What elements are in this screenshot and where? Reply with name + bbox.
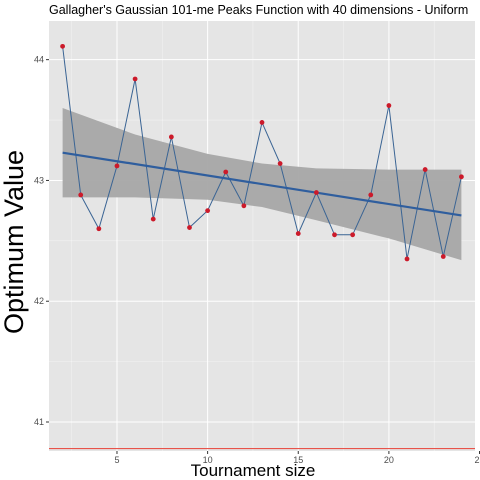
x-tick-label: 25 bbox=[475, 455, 480, 465]
data-point bbox=[78, 192, 84, 198]
data-point bbox=[150, 216, 156, 222]
y-tick-label: 43 bbox=[34, 175, 44, 185]
trend-line-layer bbox=[62, 151, 462, 217]
data-point bbox=[350, 232, 356, 238]
data-points bbox=[60, 43, 464, 262]
data-point bbox=[440, 254, 446, 259]
data-point bbox=[114, 163, 120, 169]
data-point bbox=[205, 208, 211, 214]
x-tick-label: 15 bbox=[293, 455, 303, 465]
x-axis-ticks: 5 10 15 20 25 bbox=[114, 451, 480, 465]
data-point bbox=[60, 43, 65, 49]
x-axis-title: Tournament size bbox=[191, 461, 316, 480]
y-axis-title: Optimum Value bbox=[0, 150, 29, 334]
data-point bbox=[168, 134, 174, 140]
y-tick-label: 41 bbox=[34, 417, 44, 427]
data-point bbox=[459, 174, 464, 180]
data-point bbox=[386, 103, 392, 108]
data-point bbox=[404, 256, 410, 262]
x-tick-label: 10 bbox=[203, 455, 213, 465]
y-axis-ticks: 41 42 43 44 bbox=[34, 55, 49, 427]
data-point bbox=[332, 232, 337, 238]
x-tick-label: 5 bbox=[114, 455, 119, 465]
data-point bbox=[313, 190, 319, 195]
data-point bbox=[132, 76, 138, 82]
data-point bbox=[295, 231, 301, 236]
data-point bbox=[96, 226, 102, 232]
trend-line bbox=[62, 151, 462, 217]
y-tick-label: 42 bbox=[34, 296, 44, 306]
data-point bbox=[422, 167, 428, 172]
chart-title: Gallagher's Gaussian 101-me Peaks Functi… bbox=[49, 3, 468, 17]
x-tick-label: 20 bbox=[384, 455, 394, 465]
data-point bbox=[223, 169, 229, 175]
data-point bbox=[277, 161, 283, 166]
data-point bbox=[241, 203, 247, 209]
data-point bbox=[368, 192, 374, 198]
data-point bbox=[187, 225, 192, 230]
y-tick-label: 44 bbox=[34, 55, 44, 65]
data-point bbox=[259, 120, 265, 125]
